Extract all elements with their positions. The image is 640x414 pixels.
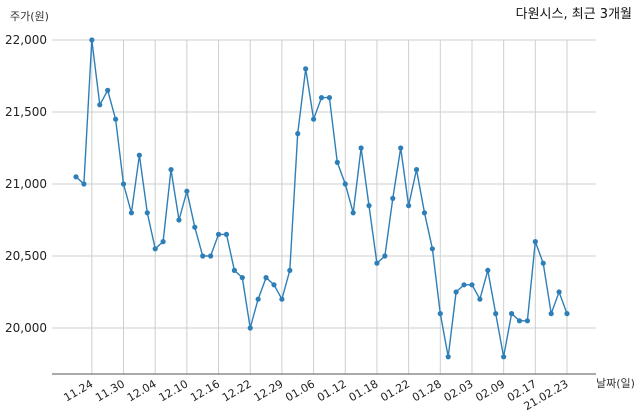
data-point [295, 131, 301, 137]
data-point [318, 95, 325, 101]
x-tick-label: 01.18 [347, 377, 381, 404]
data-point [144, 210, 150, 216]
x-tick-label: 11.30 [93, 377, 127, 404]
y-tick-label: 21,500 [5, 105, 47, 119]
data-points [73, 37, 570, 360]
data-point [128, 210, 135, 216]
data-point [398, 145, 404, 151]
data-point [350, 210, 356, 216]
data-point [469, 282, 475, 288]
data-point [112, 116, 119, 122]
x-tick-label: 12.10 [157, 377, 191, 404]
data-point [231, 267, 237, 273]
data-point [97, 102, 103, 108]
data-point [160, 239, 166, 245]
data-point [461, 282, 467, 288]
data-point [81, 181, 87, 187]
data-point [532, 239, 538, 245]
data-point [477, 296, 483, 302]
data-point [192, 224, 198, 230]
x-tick-label: 01.06 [283, 377, 317, 404]
data-point [548, 311, 554, 317]
data-point [208, 253, 214, 259]
data-point [374, 260, 380, 266]
x-tick-label: 01.12 [315, 377, 349, 404]
data-point [279, 296, 285, 302]
x-tick-label: 02.09 [473, 377, 507, 404]
x-tick-label: 01.28 [410, 377, 444, 404]
x-axis-label: 날짜(일) [596, 376, 635, 390]
data-point [382, 253, 388, 259]
data-point [406, 203, 412, 209]
data-point [508, 311, 515, 317]
data-point [287, 267, 293, 273]
y-axis-label: 주가(원) [10, 10, 49, 23]
data-point [453, 289, 459, 295]
data-point [358, 145, 364, 151]
data-point [247, 325, 253, 331]
data-point [271, 282, 277, 288]
data-point [485, 267, 491, 273]
data-point [215, 231, 222, 237]
chart-title: 다원시스, 최근 3개월 [516, 7, 632, 22]
data-point [152, 246, 158, 252]
data-point [390, 195, 396, 201]
data-point [223, 231, 230, 237]
x-tick-label: 11.24 [62, 377, 96, 404]
x-tick-label: 01.22 [378, 377, 412, 404]
y-tick-label: 22,000 [5, 33, 47, 47]
data-point [334, 159, 340, 165]
y-tick-labels: 20,000 20,500 21,000 21,500 22,000 [5, 33, 47, 335]
data-point [310, 116, 317, 122]
data-point [136, 152, 142, 158]
x-tick-label: 12.16 [188, 377, 222, 404]
data-point [524, 318, 531, 324]
data-point [239, 275, 245, 281]
data-point [366, 203, 372, 209]
data-point [263, 275, 269, 281]
data-point [516, 318, 523, 324]
data-point [342, 181, 348, 187]
data-point [184, 188, 190, 194]
data-point [493, 311, 499, 317]
y-tick-label: 20,000 [5, 321, 47, 335]
data-point [429, 246, 435, 252]
data-point [540, 260, 546, 266]
data-point [421, 210, 428, 216]
x-tick-label: 12.04 [125, 377, 159, 404]
data-point [73, 174, 79, 180]
y-tick-label: 20,500 [5, 249, 47, 263]
data-point [303, 66, 309, 72]
data-point [564, 311, 570, 317]
series-line [75, 39, 568, 357]
data-point [326, 95, 333, 101]
x-tick-label: 12.22 [220, 377, 254, 404]
data-point [89, 37, 95, 43]
data-point [413, 167, 420, 173]
data-point [200, 253, 206, 259]
x-tick-label: 12.29 [252, 377, 286, 404]
data-point [501, 354, 507, 360]
grid-lines [52, 39, 596, 374]
data-point [176, 217, 182, 223]
data-point [168, 167, 174, 173]
x-tick-labels: 11.2411.3012.0412.1012.1612.2212.2901.06… [62, 377, 571, 413]
data-point [105, 87, 111, 93]
y-tick-label: 21,000 [5, 177, 47, 191]
x-tick-label: 02.03 [442, 377, 476, 404]
data-point [255, 296, 261, 302]
data-point [445, 354, 451, 360]
data-point [120, 181, 127, 187]
data-point [556, 289, 562, 295]
data-point [437, 311, 443, 317]
